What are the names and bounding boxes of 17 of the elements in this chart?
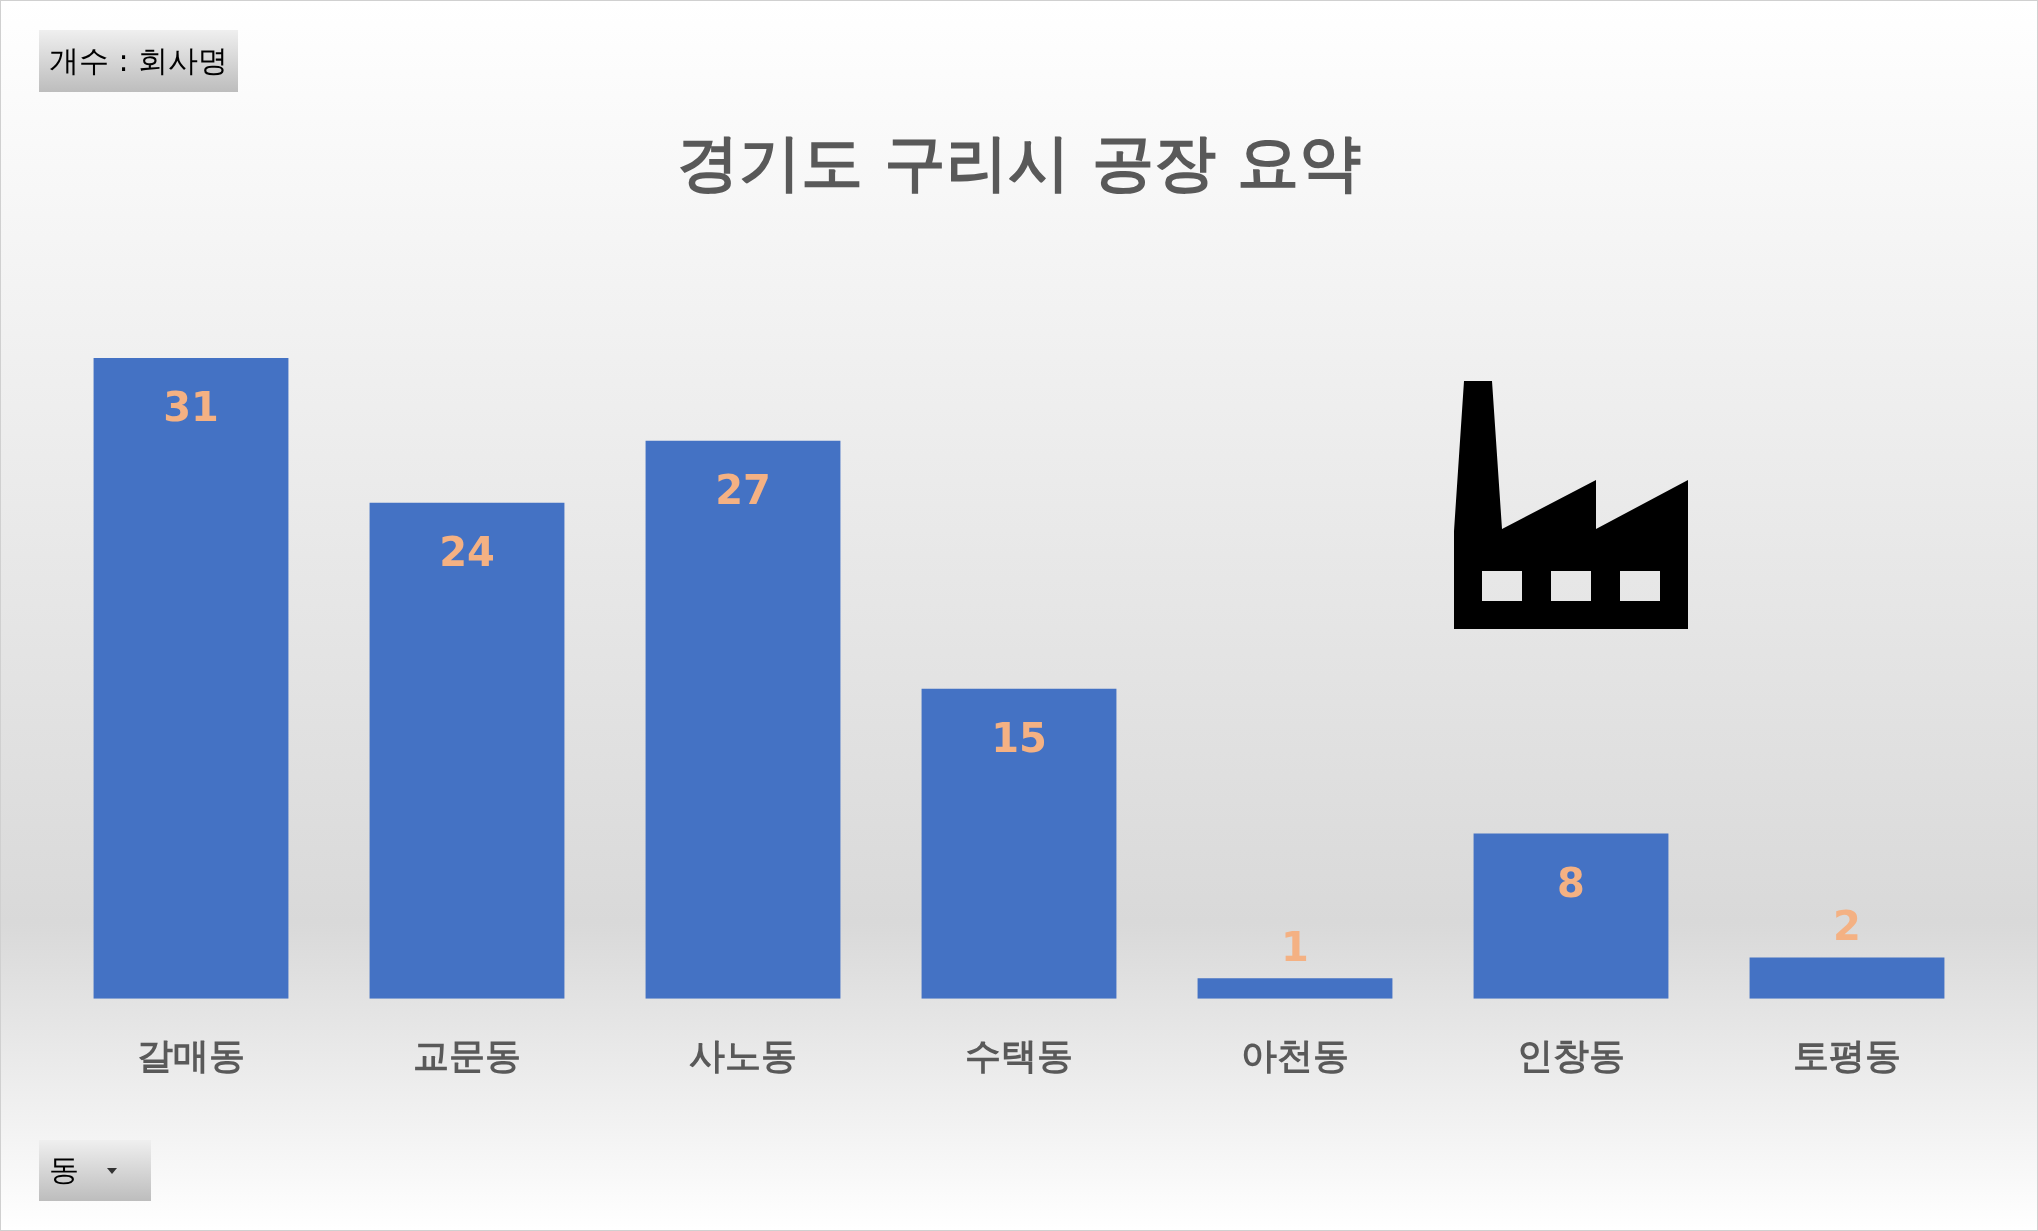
- x-tick-label: 교문동: [413, 1034, 521, 1076]
- x-tick-label: 수택동: [965, 1034, 1073, 1076]
- data-label: 15: [991, 715, 1047, 762]
- x-tick-label: 아천동: [1241, 1034, 1349, 1076]
- data-label: 1: [1281, 923, 1309, 970]
- data-label: 8: [1557, 859, 1585, 906]
- text: 개수 : 회사명: [49, 41, 229, 80]
- text: 동: [49, 1151, 79, 1189]
- x-tick-label: 토평동: [1793, 1034, 1901, 1076]
- x-tick-label: 인창동: [1517, 1034, 1625, 1076]
- data-label: 24: [439, 529, 495, 576]
- chart-title: 경기도 구리시 공장 요약: [676, 126, 1362, 200]
- data-label: 2: [1833, 902, 1861, 949]
- data-label: 31: [163, 384, 219, 431]
- x-tick-label: 사노동: [689, 1034, 797, 1076]
- x-tick-label: 갈매동: [137, 1034, 245, 1076]
- data-label: 27: [715, 467, 771, 514]
